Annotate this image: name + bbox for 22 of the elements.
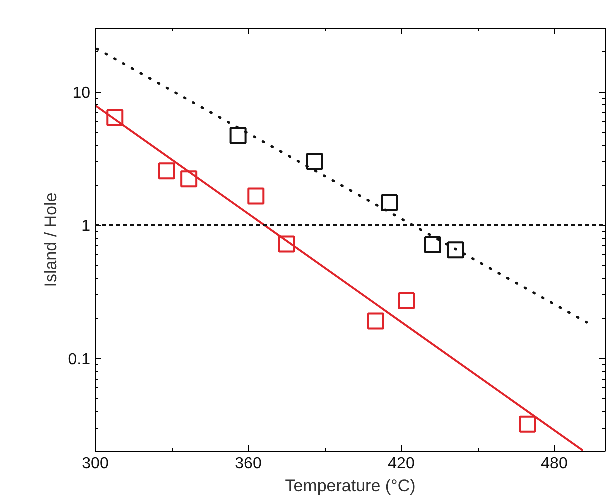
x-axis-title: Temperature (°C)	[285, 476, 416, 496]
y-tick-label: 10	[72, 85, 91, 102]
x-tick-label: 360	[235, 456, 262, 472]
point	[278, 236, 296, 253]
point	[398, 292, 416, 310]
point	[381, 194, 398, 212]
y-axis-title: Island / Hole	[41, 192, 60, 288]
point	[306, 153, 324, 170]
point	[158, 162, 176, 180]
y-tick-label: 1	[82, 218, 91, 236]
point	[368, 312, 384, 330]
point	[230, 127, 247, 144]
point	[180, 170, 198, 188]
point	[519, 416, 536, 433]
y-tick-label: 0.1	[68, 351, 91, 368]
point	[424, 236, 442, 254]
point	[447, 242, 464, 259]
x-tick-label: 420	[388, 456, 415, 472]
x-tick-label: 300	[82, 456, 109, 472]
point	[106, 109, 124, 126]
x-tick-label: 480	[541, 456, 568, 472]
point	[248, 188, 265, 205]
